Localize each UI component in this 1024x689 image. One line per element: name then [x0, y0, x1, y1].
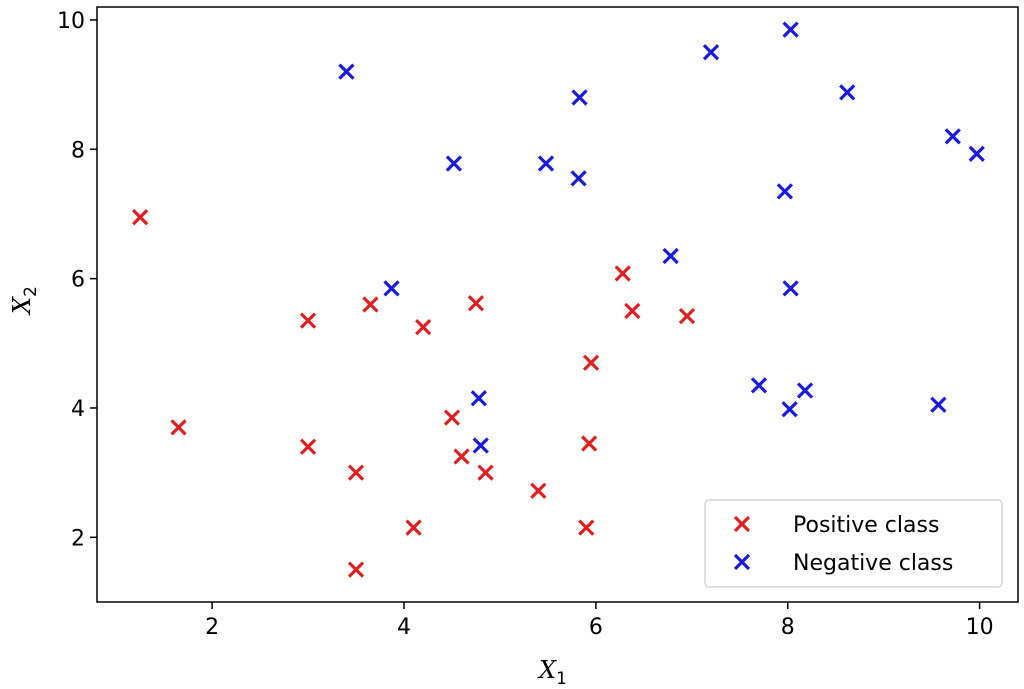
data-point-x-marker: [968, 145, 985, 162]
data-point-x-marker: [537, 155, 555, 172]
data-point-x-marker: [299, 438, 317, 455]
data-point-x-marker: [383, 280, 400, 297]
legend-marker-icon: [733, 553, 751, 571]
x-axis-label: X1: [537, 656, 567, 689]
plot-area: [96, 6, 1019, 603]
legend-label: Negative class: [793, 551, 953, 576]
data-point-x-marker: [338, 63, 355, 80]
data-point-x-marker: [796, 382, 814, 399]
data-point-x-marker: [347, 561, 365, 578]
data-point-x-marker: [578, 519, 595, 536]
data-point-x-marker: [530, 482, 547, 499]
data-point-x-marker: [944, 128, 961, 145]
data-point-x-marker: [782, 280, 799, 297]
series-positive: [132, 209, 696, 578]
legend: Positive class Negative class: [704, 499, 1003, 588]
x-tick-label: 6: [589, 615, 603, 640]
y-tick-label: 2: [71, 526, 85, 551]
x-tick-label: 4: [397, 615, 411, 640]
x-axis-ticks: 2 4 6 8 10: [205, 602, 994, 640]
data-point-x-marker: [405, 519, 422, 536]
data-point-x-marker: [453, 448, 470, 465]
x-tick-label: 2: [205, 615, 219, 640]
data-point-x-marker: [750, 377, 768, 394]
data-point-x-marker: [347, 464, 365, 481]
data-point-x-marker: [299, 312, 317, 329]
data-point-x-marker: [702, 44, 720, 61]
data-point-x-marker: [662, 247, 679, 265]
data-point-x-marker: [614, 265, 631, 282]
y-tick-label: 10: [57, 9, 85, 34]
series-negative: [338, 21, 985, 454]
data-point-x-marker: [678, 308, 696, 325]
x-tick-label: 10: [966, 615, 994, 640]
data-point-x-marker: [415, 319, 432, 336]
legend-label: Positive class: [793, 513, 939, 538]
data-point-x-marker: [571, 89, 588, 106]
legend-box: [704, 499, 1003, 588]
data-point-x-marker: [624, 302, 641, 320]
data-point-x-marker: [467, 295, 485, 312]
y-axis-ticks: 2 4 6 8 10: [57, 9, 97, 551]
plot-frame: [96, 6, 1019, 603]
y-axis-label-main: X: [8, 296, 36, 316]
data-point-x-marker: [776, 183, 794, 200]
data-point-x-marker: [930, 396, 947, 413]
x-tick-label: 8: [781, 615, 795, 640]
data-point-x-marker: [477, 464, 494, 481]
data-point-x-marker: [581, 435, 598, 452]
data-markers: [132, 21, 985, 578]
data-point-x-marker: [582, 354, 600, 371]
data-point-x-marker: [445, 155, 463, 172]
y-tick-label: 4: [71, 397, 85, 422]
y-axis-label-subscript: 2: [21, 286, 41, 297]
data-point-x-marker: [362, 296, 379, 313]
y-tick-label: 8: [71, 138, 85, 163]
x-axis-label-main: X: [537, 656, 557, 684]
data-point-x-marker: [443, 409, 461, 426]
x-axis-label-subscript: 1: [556, 669, 567, 689]
data-point-x-marker: [839, 84, 856, 101]
data-point-x-marker: [781, 401, 798, 418]
y-axis-label: X2: [8, 286, 41, 316]
data-point-x-marker: [472, 437, 489, 454]
data-point-x-marker: [132, 209, 149, 226]
data-point-x-marker: [470, 390, 487, 407]
data-point-x-marker: [782, 21, 799, 38]
data-point-x-marker: [570, 170, 587, 187]
y-tick-label: 6: [71, 268, 85, 293]
data-point-x-marker: [170, 419, 187, 436]
legend-marker-icon: [733, 515, 751, 533]
